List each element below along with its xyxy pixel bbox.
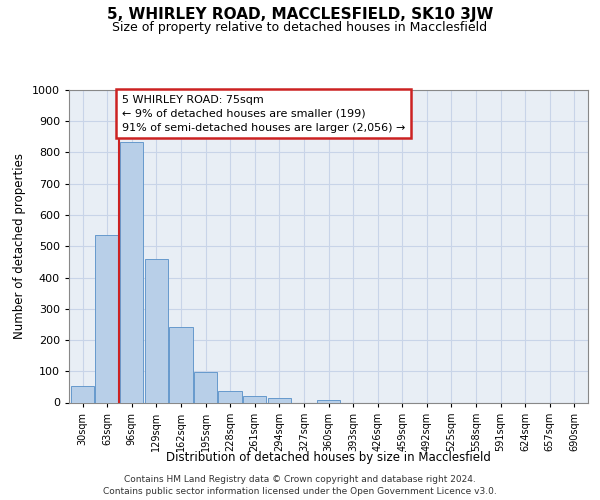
Text: Contains public sector information licensed under the Open Government Licence v3: Contains public sector information licen…: [103, 486, 497, 496]
Bar: [317, 400, 340, 402]
Bar: [268, 398, 291, 402]
Bar: [95, 236, 119, 402]
Bar: [145, 260, 168, 402]
Text: Contains HM Land Registry data © Crown copyright and database right 2024.: Contains HM Land Registry data © Crown c…: [124, 474, 476, 484]
Text: Size of property relative to detached houses in Macclesfield: Size of property relative to detached ho…: [112, 22, 488, 35]
Bar: [194, 372, 217, 402]
Y-axis label: Number of detached properties: Number of detached properties: [13, 153, 26, 339]
Bar: [120, 142, 143, 402]
Bar: [243, 396, 266, 402]
Bar: [169, 327, 193, 402]
Bar: [218, 391, 242, 402]
Text: Distribution of detached houses by size in Macclesfield: Distribution of detached houses by size …: [166, 451, 491, 464]
Bar: [71, 386, 94, 402]
Text: 5, WHIRLEY ROAD, MACCLESFIELD, SK10 3JW: 5, WHIRLEY ROAD, MACCLESFIELD, SK10 3JW: [107, 8, 493, 22]
Text: 5 WHIRLEY ROAD: 75sqm
← 9% of detached houses are smaller (199)
91% of semi-deta: 5 WHIRLEY ROAD: 75sqm ← 9% of detached h…: [122, 94, 405, 132]
